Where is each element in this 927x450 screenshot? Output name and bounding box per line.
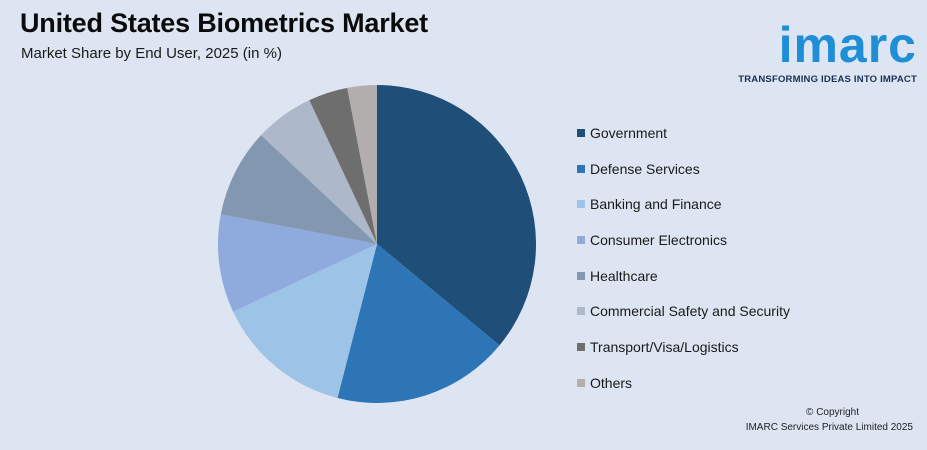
legend-label: Transport/Visa/Logistics xyxy=(590,338,739,355)
logo-wordmark: imarc xyxy=(778,17,917,73)
legend-swatch xyxy=(577,200,585,209)
legend-label: Defense Services xyxy=(590,160,700,177)
legend-item: Transport/Visa/Logistics xyxy=(577,329,790,365)
pie-slice-banking-and-finance xyxy=(233,244,377,399)
legend-item: Banking and Finance xyxy=(577,186,790,222)
legend-swatch xyxy=(577,271,585,280)
copyright-text: © Copyright xyxy=(806,407,859,418)
legend-swatch xyxy=(577,235,585,244)
legend-label: Banking and Finance xyxy=(590,196,722,213)
pie-slice-defense-services xyxy=(337,244,500,403)
pie-slice-consumer-electronics xyxy=(218,214,377,312)
pie-slice-government xyxy=(377,85,536,346)
legend-item: Others xyxy=(577,365,790,401)
legend-label: Government xyxy=(590,124,668,141)
legend-label: Others xyxy=(590,374,633,391)
legend-label: Commercial Safety and Security xyxy=(590,303,790,320)
pie-slices xyxy=(218,85,536,403)
legend-item: Healthcare xyxy=(577,258,790,294)
legend-swatch xyxy=(577,128,585,137)
legend-label: Consumer Electronics xyxy=(590,231,727,248)
company-text: IMARC Services Private Limited 2025 xyxy=(745,422,913,433)
pie-slice-others xyxy=(347,85,377,244)
imarc-logo: imarc TRANSFORMING IDEAS INTO IMPACT xyxy=(738,10,919,90)
legend-swatch xyxy=(577,307,585,316)
legend-item: Defense Services xyxy=(577,151,790,187)
legend-item: Consumer Electronics xyxy=(577,222,790,258)
legend-label: Healthcare xyxy=(590,267,658,284)
legend-swatch xyxy=(577,378,585,387)
chart-legend: Government Defense Services Banking and Fi… xyxy=(577,115,790,401)
legend-item: Government xyxy=(577,115,790,151)
pie-slice-commercial-safety-and-security xyxy=(261,100,377,244)
legend-item: Commercial Safety and Security xyxy=(577,293,790,329)
chart-title: United States Biometrics Market xyxy=(20,8,428,38)
legend-swatch xyxy=(577,164,585,173)
pie-slice-healthcare xyxy=(220,135,377,244)
legend-swatch xyxy=(577,342,585,351)
chart-subtitle: Market Share by End User, 2025 (in %) xyxy=(21,45,282,62)
logo-tagline: TRANSFORMING IDEAS INTO IMPACT xyxy=(738,74,917,85)
pie-slice-transport-visa-logistics xyxy=(309,87,377,244)
